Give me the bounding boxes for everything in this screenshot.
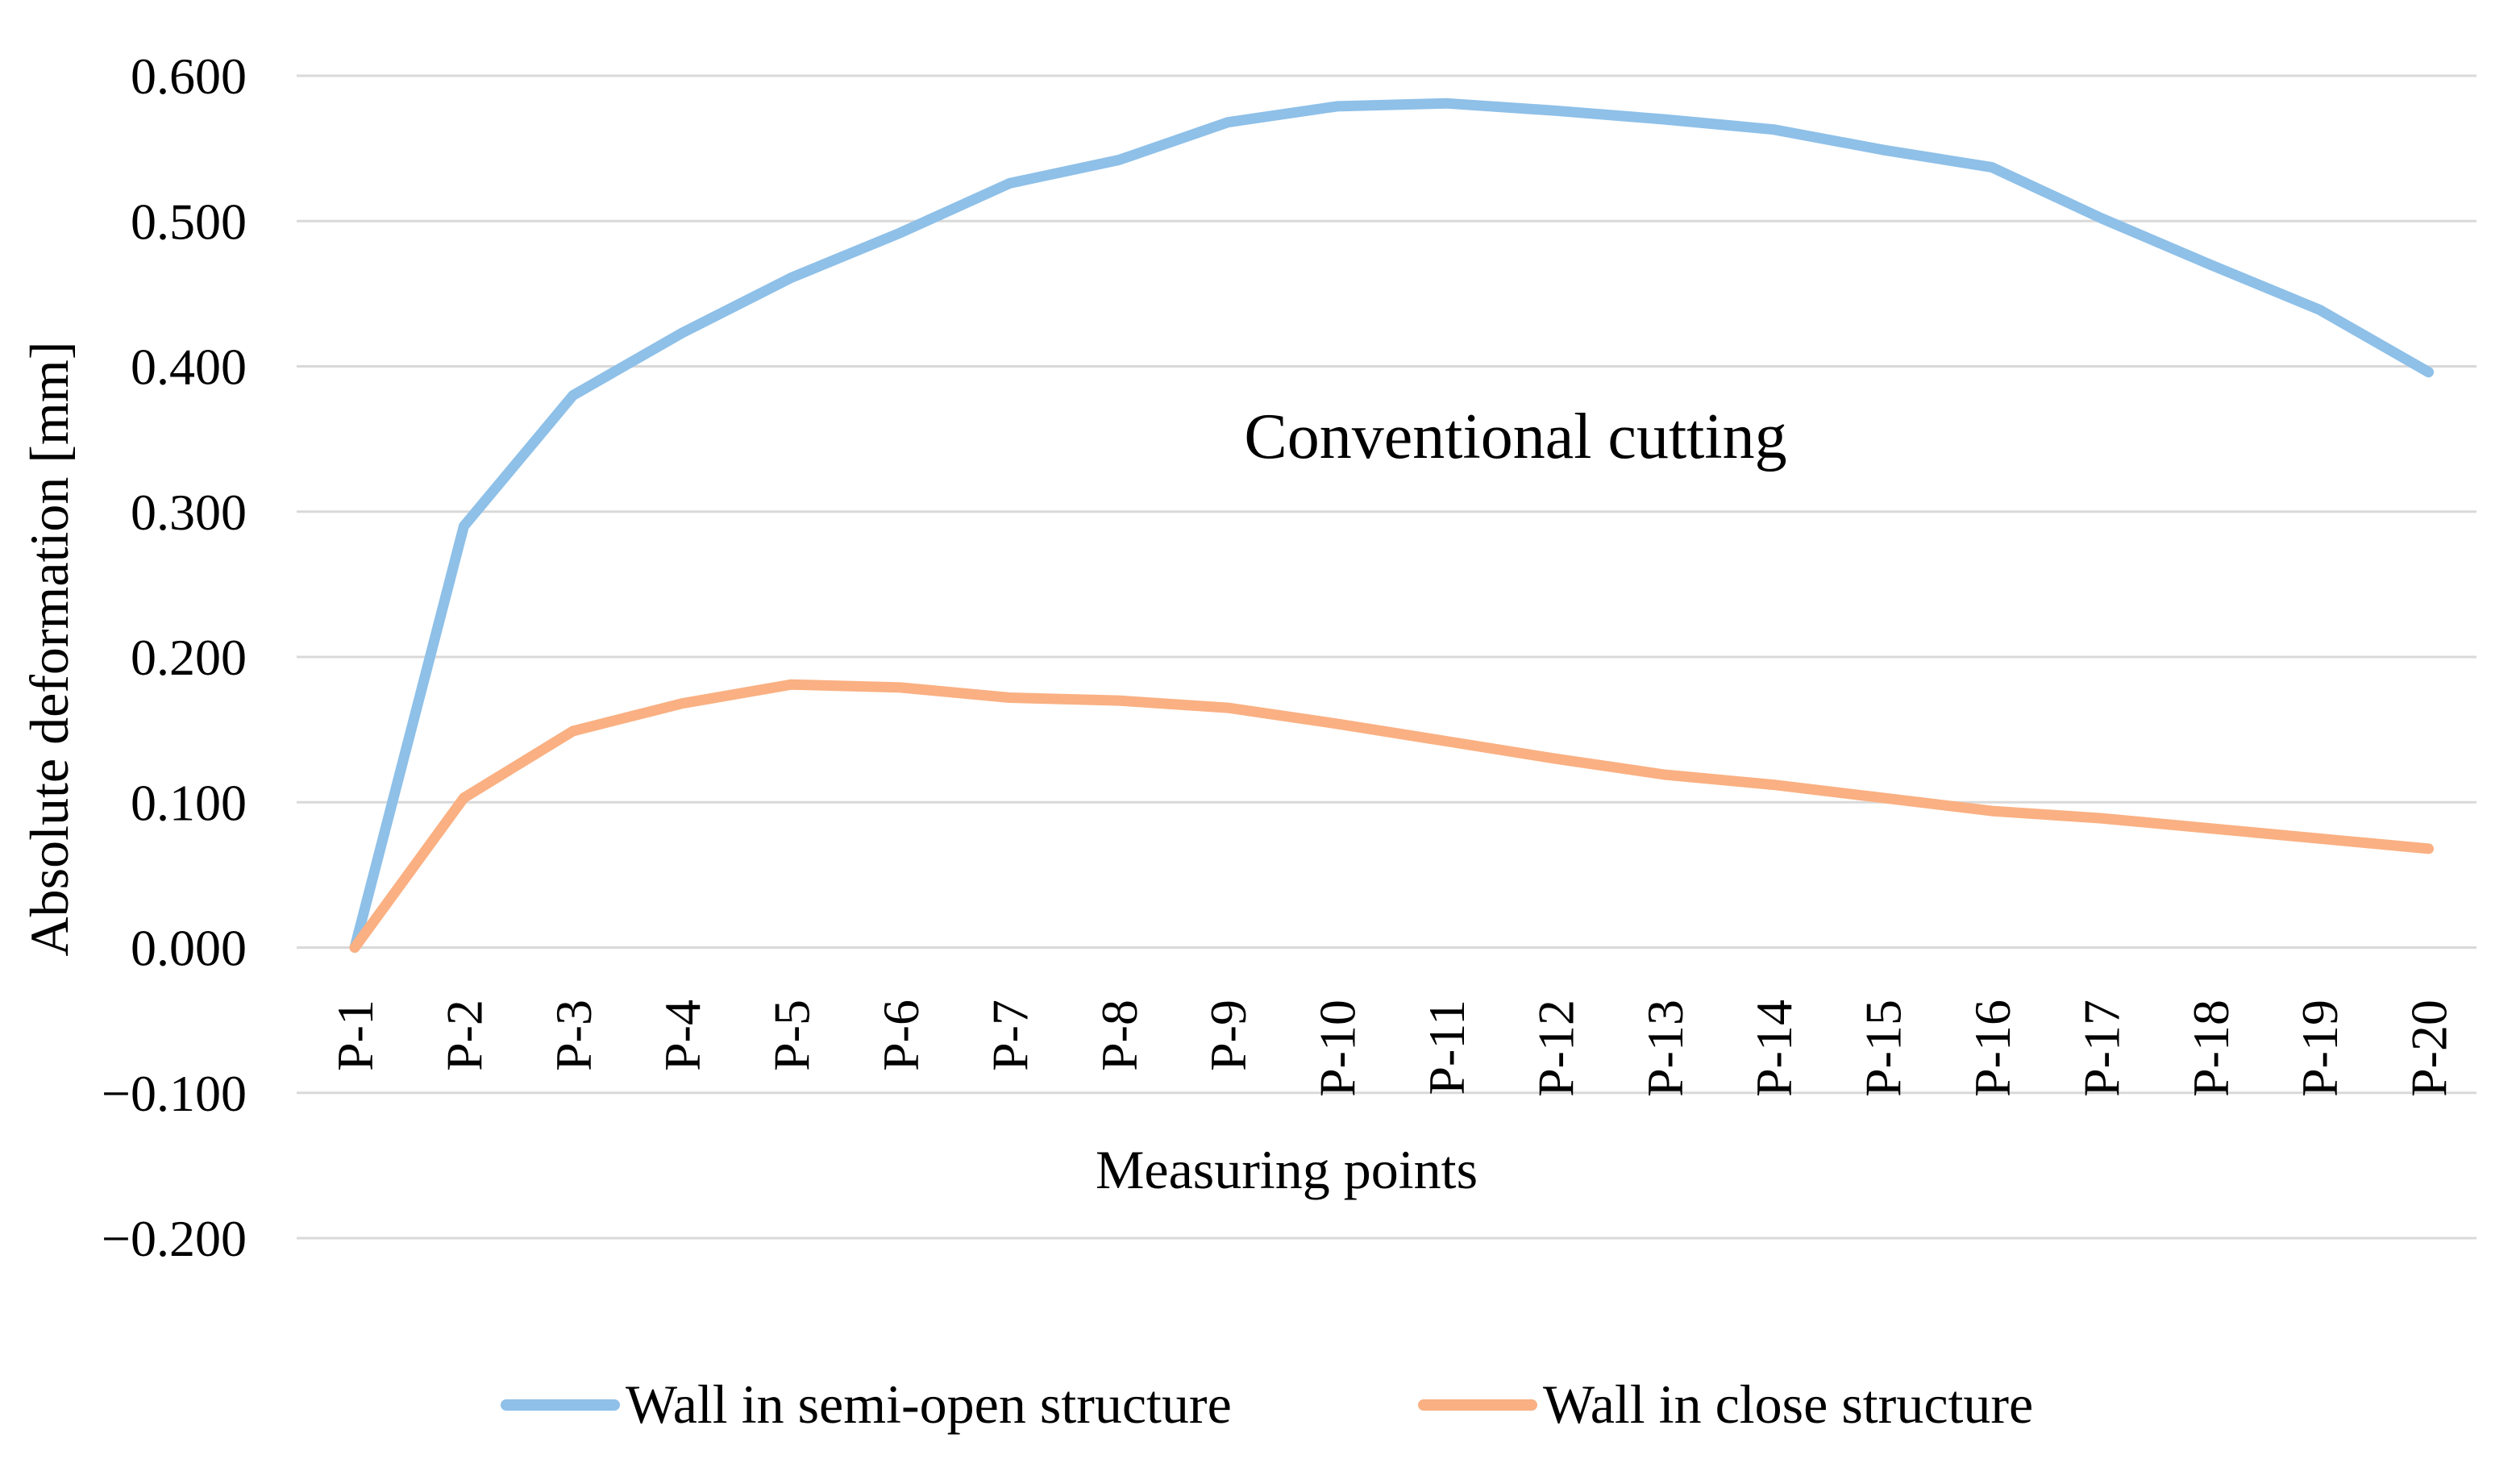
legend-item-semi-open: Wall in semi-open structure [501, 1374, 1232, 1435]
legend-item-close: Wall in close structure [1418, 1374, 2033, 1435]
legend-label-semi-open: Wall in semi-open structure [626, 1374, 1232, 1435]
y-axis-label: Absolute deformation [mm] [19, 342, 80, 957]
x-tick-label: P-2 [435, 1000, 493, 1071]
x-tick-label: P-16 [1964, 1000, 2021, 1097]
x-tick-label: P-19 [2291, 1000, 2348, 1097]
y-tick-label: 0.600 [131, 48, 247, 105]
x-tick-label: P-9 [1200, 1000, 1257, 1071]
y-tick-label: 0.200 [131, 629, 247, 686]
chart-annotation: Conventional cutting [1244, 401, 1786, 472]
x-tick-label: P-20 [2401, 1000, 2458, 1097]
x-tick-label: P-8 [1091, 1000, 1148, 1071]
series-line-semi-open [349, 98, 2435, 953]
y-tick-label: 0.400 [131, 339, 247, 396]
x-tick-label: P-17 [2073, 1000, 2130, 1097]
x-tick-label: P-10 [1309, 1000, 1366, 1097]
series-line-close [349, 679, 2435, 953]
legend-label-close: Wall in close structure [1543, 1374, 2033, 1435]
x-tick-label: P-4 [654, 1000, 711, 1071]
y-tick-label: −0.200 [102, 1210, 247, 1267]
x-axis-label: Measuring points [1096, 1139, 1478, 1200]
y-tick-label: 0.300 [131, 484, 247, 541]
x-tick-label: P-3 [545, 1000, 602, 1071]
x-tick-label: P-5 [763, 1000, 821, 1071]
gridlines [297, 74, 2476, 1240]
series-lines [349, 98, 2435, 953]
x-tick-label: P-7 [981, 1000, 1038, 1071]
x-tick-label: P-1 [326, 1000, 384, 1071]
x-axis-ticks: P-1 P-2 P-3 P-4 P-5 P-6 P-7 P-8 P-9 P-10 P-11 P-12 P… [326, 1000, 2458, 1097]
x-tick-label: P-6 [872, 1000, 929, 1071]
y-tick-label: 0.000 [131, 920, 247, 977]
y-axis-ticks: −0.200 −0.100 0.000 0.100 0.200 0.300 0.400 0.5… [102, 48, 247, 1267]
y-tick-label: 0.100 [131, 774, 247, 831]
x-tick-label: P-13 [1636, 1000, 1694, 1097]
x-tick-label: P-11 [1418, 1000, 1475, 1095]
x-tick-label: P-14 [1745, 1000, 1803, 1097]
legend: Wall in semi-open structure Wall in clos… [501, 1374, 2033, 1435]
y-tick-label: 0.500 [131, 193, 247, 250]
x-tick-label: P-18 [2182, 1000, 2239, 1097]
y-tick-label: −0.100 [102, 1065, 247, 1122]
x-tick-label: P-12 [1527, 1000, 1584, 1097]
x-tick-label: P-15 [1855, 1000, 1912, 1097]
